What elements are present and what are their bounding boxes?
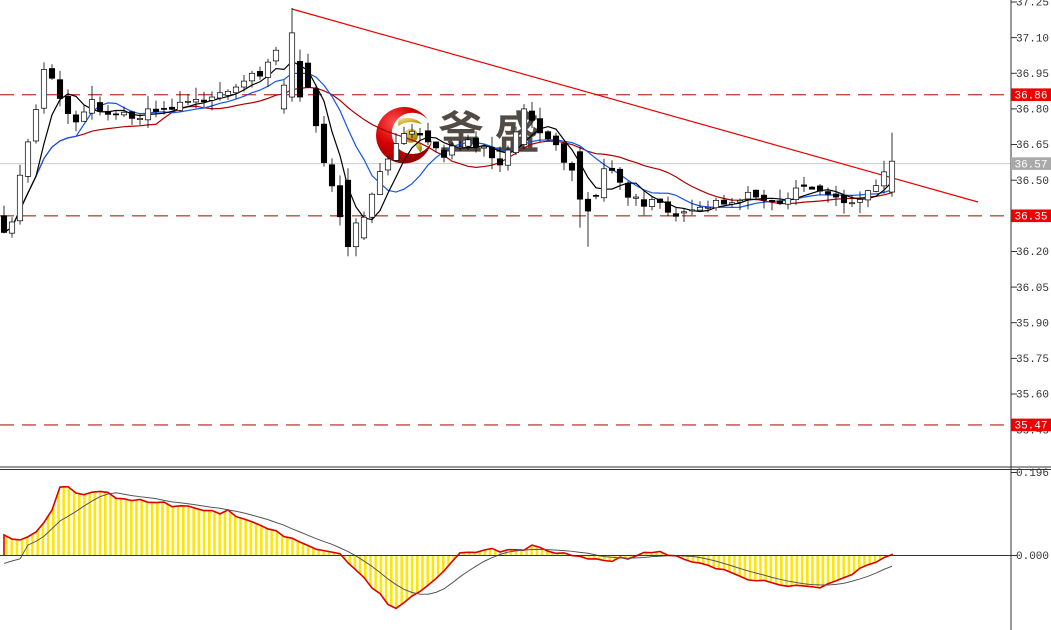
svg-text:36.20: 36.20 xyxy=(1016,247,1049,259)
svg-text:35.75: 35.75 xyxy=(1016,354,1049,366)
svg-text:36.57: 36.57 xyxy=(1014,159,1047,171)
svg-text:35.47: 35.47 xyxy=(1014,420,1047,432)
svg-text:36.95: 36.95 xyxy=(1016,69,1049,81)
svg-text:36.65: 36.65 xyxy=(1016,140,1049,152)
svg-text:36.86: 36.86 xyxy=(1014,90,1047,102)
svg-text:36.50: 36.50 xyxy=(1016,176,1049,188)
svg-text:37.25: 37.25 xyxy=(1016,0,1049,10)
svg-text:0.000: 0.000 xyxy=(1016,551,1049,563)
svg-text:36.05: 36.05 xyxy=(1016,283,1049,295)
svg-text:0.196: 0.196 xyxy=(1016,468,1049,480)
svg-text:35.60: 35.60 xyxy=(1016,390,1049,402)
svg-text:36.80: 36.80 xyxy=(1016,105,1049,117)
svg-text:35.90: 35.90 xyxy=(1016,318,1049,330)
svg-text:36.35: 36.35 xyxy=(1014,212,1047,224)
svg-text:37.10: 37.10 xyxy=(1016,33,1049,45)
